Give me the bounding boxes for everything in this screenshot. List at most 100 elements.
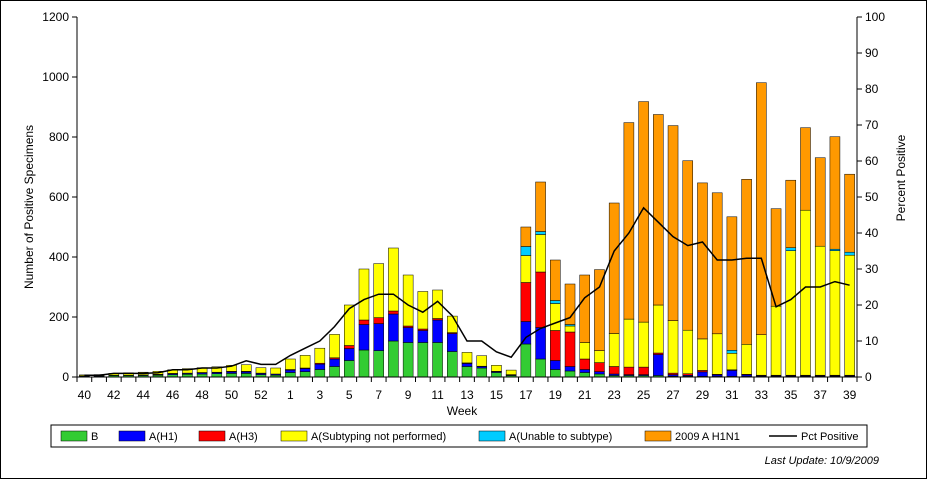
bar-a-h1 [417, 330, 429, 343]
bar-a-subtyping-not-performed [314, 347, 326, 364]
bar-2009-a-h1n1 [653, 114, 664, 306]
y-tick-label: 1000 [42, 70, 69, 84]
bar-a-subtyping-not-performed [373, 263, 384, 318]
bar-a-subtyping-not-performed [182, 368, 193, 374]
bar-a-subtyping-not-performed [814, 245, 826, 376]
x-tick-label: 31 [725, 388, 739, 402]
bar-a-h3 [520, 282, 532, 322]
x-axis-ticks: 40 42 44 46 48 50 52 1 3 5 7 9 11 13 15 17 19 21 23 25 27 29 3… [76, 377, 858, 402]
bar-a-h1 [344, 348, 355, 361]
bar-a-subtyping-not-performed [520, 255, 532, 283]
x-tick-label: 25 [637, 388, 651, 402]
y2-tick-label: 90 [865, 46, 879, 60]
bar-a-subtyping-not-performed [491, 365, 502, 372]
bar-a-subtyping-not-performed [844, 254, 855, 376]
legend-label: 2009 A H1N1 [675, 431, 740, 443]
legend-swatch [60, 430, 88, 442]
x-tick-label: 37 [814, 388, 828, 402]
bar-a-unable-to-subtype [535, 231, 546, 235]
bar-2009-a-h1n1 [814, 157, 826, 247]
bar-a-subtyping-not-performed [285, 358, 296, 370]
legend-box [50, 424, 868, 448]
bar-a-h1 [402, 327, 414, 343]
bar-a-subtyping-not-performed [344, 304, 355, 346]
bar-a-subtyping-not-performed [402, 274, 414, 327]
y-tick-label: 600 [49, 190, 69, 204]
x-tick-label: 19 [549, 388, 563, 402]
bar-b [550, 369, 561, 378]
bar-b [520, 343, 532, 378]
bar-a-subtyping-not-performed [270, 367, 281, 375]
bar-a-subtyping-not-performed [623, 318, 635, 368]
bar-a-subtyping-not-performed [682, 329, 694, 374]
x-axis-title: Week [447, 404, 478, 418]
x-tick-label: 29 [696, 388, 710, 402]
bar-a-subtyping-not-performed [667, 320, 679, 374]
bar-b [491, 372, 502, 378]
x-tick-label: 17 [519, 388, 533, 402]
bar-b [476, 367, 487, 378]
bar-a-subtyping-not-performed [388, 247, 399, 312]
bar-b [358, 349, 370, 378]
y-tick-label: 0 [62, 370, 69, 384]
x-tick-label: 15 [490, 388, 504, 402]
x-tick-label: 44 [137, 388, 151, 402]
bar-a-subtyping-not-performed [550, 303, 561, 331]
bar-a-h1 [520, 321, 532, 345]
bar-a-h3 [579, 358, 590, 370]
legend-swatch [280, 430, 308, 442]
bar-b [535, 358, 546, 378]
bar-a-unable-to-subtype [785, 247, 797, 251]
bar-a-subtyping-not-performed [726, 353, 738, 371]
bar-a-h1 [535, 327, 546, 360]
bar-2009-a-h1n1 [535, 181, 546, 232]
bar-a-h1 [299, 368, 311, 372]
y2-tick-label: 60 [865, 154, 879, 168]
bar-a-subtyping-not-performed [653, 304, 664, 354]
bar-b [461, 366, 473, 378]
bar-2009-a-h1n1 [741, 179, 752, 345]
bar-a-h1 [358, 324, 370, 351]
bar-a-h3 [344, 345, 355, 349]
bar-a-h1 [329, 358, 340, 367]
x-tick-label: 42 [107, 388, 121, 402]
y2-tick-label: 30 [865, 262, 879, 276]
bar-2009-a-h1n1 [697, 182, 708, 340]
bar-2009-a-h1n1 [829, 136, 841, 250]
y-tick-label: 400 [49, 250, 69, 264]
legend-swatch [644, 430, 672, 442]
bar-a-subtyping-not-performed [535, 234, 546, 273]
bar-a-h3 [564, 331, 576, 367]
bar-b [240, 373, 252, 378]
x-tick-label: 35 [784, 388, 798, 402]
bar-a-subtyping-not-performed [447, 315, 458, 333]
x-tick-label: 27 [666, 388, 680, 402]
y2-tick-label: 70 [865, 118, 879, 132]
bar-b [447, 351, 458, 378]
y2-tick-label: 50 [865, 190, 879, 204]
y2-tick-label: 0 [865, 370, 872, 384]
bar-a-subtyping-not-performed [638, 321, 649, 368]
x-tick-label: 48 [195, 388, 209, 402]
bar-a-subtyping-not-performed [697, 338, 708, 371]
bar-a-h1 [726, 370, 738, 377]
bar-a-h3 [388, 310, 399, 315]
bar-a-h1 [373, 323, 384, 351]
bar-a-unable-to-subtype [550, 300, 561, 304]
bar-a-h3 [358, 319, 370, 325]
bar-a-unable-to-subtype [726, 350, 738, 354]
right-axis-ticks: 0 10 20 30 40 50 60 70 80 90 100 [857, 10, 885, 384]
bar-a-h1 [447, 333, 458, 352]
x-tick-label: 5 [346, 388, 353, 402]
bar-a-h1 [432, 319, 443, 343]
bar-b [388, 340, 399, 378]
bar-2009-a-h1n1 [608, 202, 620, 334]
last-update-label: Last Update: 10/9/2009 [765, 455, 879, 467]
bar-a-h1 [579, 369, 590, 373]
bar-a-subtyping-not-performed [329, 334, 340, 359]
y2-tick-label: 80 [865, 82, 879, 96]
bar-2009-a-h1n1 [579, 274, 590, 343]
bar-a-unable-to-subtype [520, 246, 532, 256]
